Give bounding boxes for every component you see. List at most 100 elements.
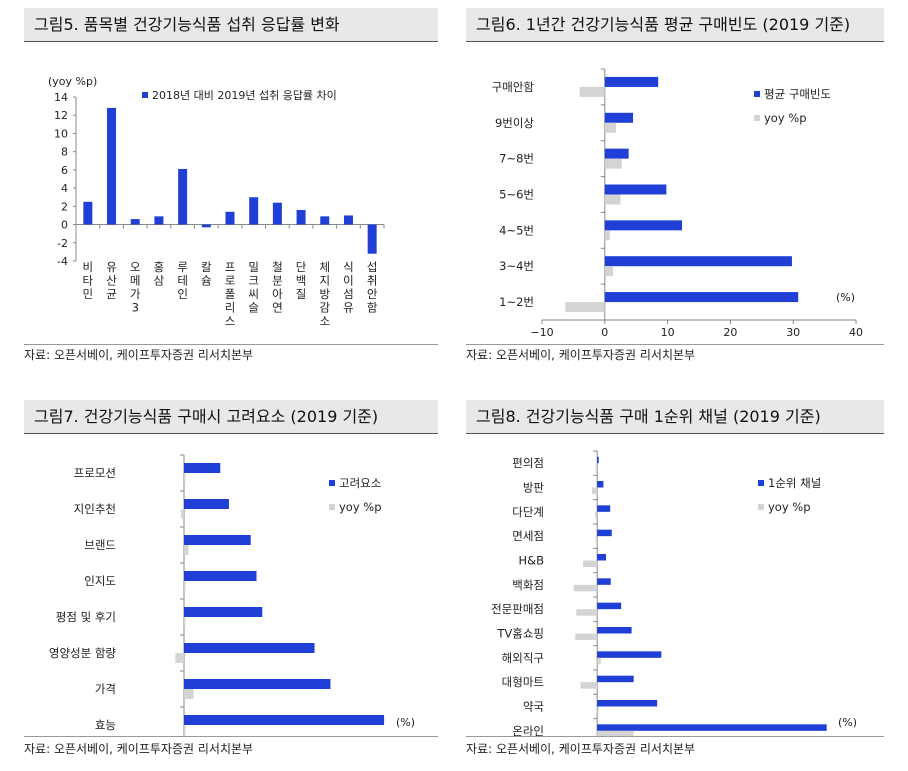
legend-swatch <box>754 91 760 97</box>
legend-swatch <box>142 92 148 98</box>
y-tick-label: 다단계 <box>512 505 544 519</box>
x-tick-label: 10 <box>661 326 675 339</box>
bar-primary <box>597 627 632 634</box>
chart-frame <box>466 44 884 345</box>
bar <box>107 107 117 225</box>
x-tick-label: −10 <box>530 326 553 339</box>
panel-fig7: 그림7. 건강기능식품 구매시 고려요소 (2019 기준) −20020406… <box>24 400 438 762</box>
bar-yoy <box>597 706 599 713</box>
chart-title: 그림5. 품목별 건강기능식품 섭취 응답률 변화 <box>24 8 438 42</box>
bar-primary <box>604 292 799 303</box>
bar-yoy <box>597 657 601 665</box>
chart-source: 자료: 오픈서베이, 케이프투자증권 리서치본부 <box>24 348 254 362</box>
y-tick-label: 14 <box>54 91 68 104</box>
bar <box>343 215 353 225</box>
legend-label: 1순위 채널 <box>768 476 821 490</box>
bar-primary <box>604 148 629 159</box>
y-tick-label: 12 <box>54 109 68 122</box>
x-tick-label: 20 <box>723 326 737 339</box>
bar <box>178 168 188 225</box>
y-tick-label: H&B <box>518 554 544 568</box>
bar <box>249 197 259 225</box>
bar-yoy <box>181 509 184 519</box>
legend-swatch <box>754 115 760 121</box>
y-tick-label: 백화점 <box>512 578 544 592</box>
y-tick-label: 인지도 <box>84 574 116 588</box>
bar-yoy <box>575 633 598 640</box>
bar-yoy <box>576 609 598 616</box>
bar-primary <box>604 184 667 195</box>
bar <box>83 201 93 225</box>
bar-yoy <box>595 536 598 543</box>
bar-yoy <box>184 725 186 735</box>
bar-yoy <box>184 581 186 591</box>
y-axis-label: (yoy %p) <box>48 75 97 88</box>
y-tick-label: 대형마트 <box>502 675 544 689</box>
bar-primary <box>597 529 612 537</box>
chart-title: 그림6. 1년간 건강기능식품 평균 구매빈도 (2019 기준) <box>466 8 884 42</box>
legend-label: yoy %p <box>764 111 807 125</box>
y-tick-label: 3~4번 <box>499 259 534 273</box>
panel-fig8: 그림8. 건강기능식품 구매 1순위 채널 (2019 기준) −1001020… <box>466 400 884 762</box>
bar-yoy <box>604 122 617 133</box>
chart-fig5: -4 -2 0 2 4 6 8 10 12 14 (yoy %p) 비 타 민 유 산 균 오 메 가 3 홍 삼 루 테 인 칼 슘… <box>48 75 385 328</box>
unit-label: (%) <box>396 716 415 729</box>
y-tick-label: 7~8번 <box>499 152 534 166</box>
y-tick-label: 4 <box>61 182 68 195</box>
bar-primary <box>184 463 221 473</box>
bar-primary <box>597 481 604 488</box>
legend-label: yoy %p <box>768 500 811 514</box>
bar-primary <box>184 535 251 545</box>
chart-frame <box>24 44 438 345</box>
bar-primary <box>597 554 607 561</box>
x-tick-label: 30 <box>786 326 800 339</box>
bar-primary <box>184 571 257 581</box>
y-tick-label: 가격 <box>95 682 116 696</box>
legend-label: 고려요소 <box>339 476 381 490</box>
bar-yoy <box>595 511 598 519</box>
bar-primary <box>597 700 658 707</box>
y-tick-label: 전문판매점 <box>491 602 544 616</box>
bar <box>320 216 330 225</box>
bar-primary <box>604 76 659 87</box>
y-tick-label: 브랜드 <box>84 538 116 552</box>
bar-primary <box>604 256 792 267</box>
bar <box>225 211 235 225</box>
y-tick-label: 구매안함 <box>492 80 535 94</box>
bar-yoy <box>184 545 189 555</box>
y-tick-label: 효능 <box>95 718 116 732</box>
x-tick-label: 0 <box>601 326 608 339</box>
y-tick-label: 온라인 <box>512 724 544 736</box>
bar-primary <box>604 112 634 123</box>
bar-yoy <box>597 730 634 736</box>
legend-swatch <box>758 504 764 510</box>
y-tick-label: 해외직구 <box>502 651 544 665</box>
bar-yoy <box>580 682 598 689</box>
y-tick-label: -4 <box>57 255 68 268</box>
y-tick-label: 프로모션 <box>74 466 116 480</box>
y-tick-label: 영양성분 함량 <box>49 646 117 660</box>
bar-primary <box>597 675 634 683</box>
y-tick-label: 평점 및 후기 <box>56 610 116 624</box>
legend-swatch <box>329 504 335 510</box>
bar-yoy <box>604 266 613 277</box>
y-tick-label: 6 <box>61 164 68 177</box>
bar-primary <box>597 602 622 610</box>
bar-yoy <box>184 689 194 699</box>
legend-swatch <box>758 480 764 486</box>
bar-yoy <box>565 302 605 313</box>
legend-label: 평균 구매빈도 <box>764 87 831 101</box>
bar <box>130 219 140 225</box>
y-tick-label: -2 <box>57 237 68 250</box>
bar-yoy <box>595 463 598 470</box>
chart-source: 자료: 오픈서베이, 케이프투자증권 리서치본부 <box>466 742 696 756</box>
chart-fig8: −1001020304050편의점방판다단계면세점H&B백화점전문판매점TV홈쇼… <box>491 450 857 736</box>
